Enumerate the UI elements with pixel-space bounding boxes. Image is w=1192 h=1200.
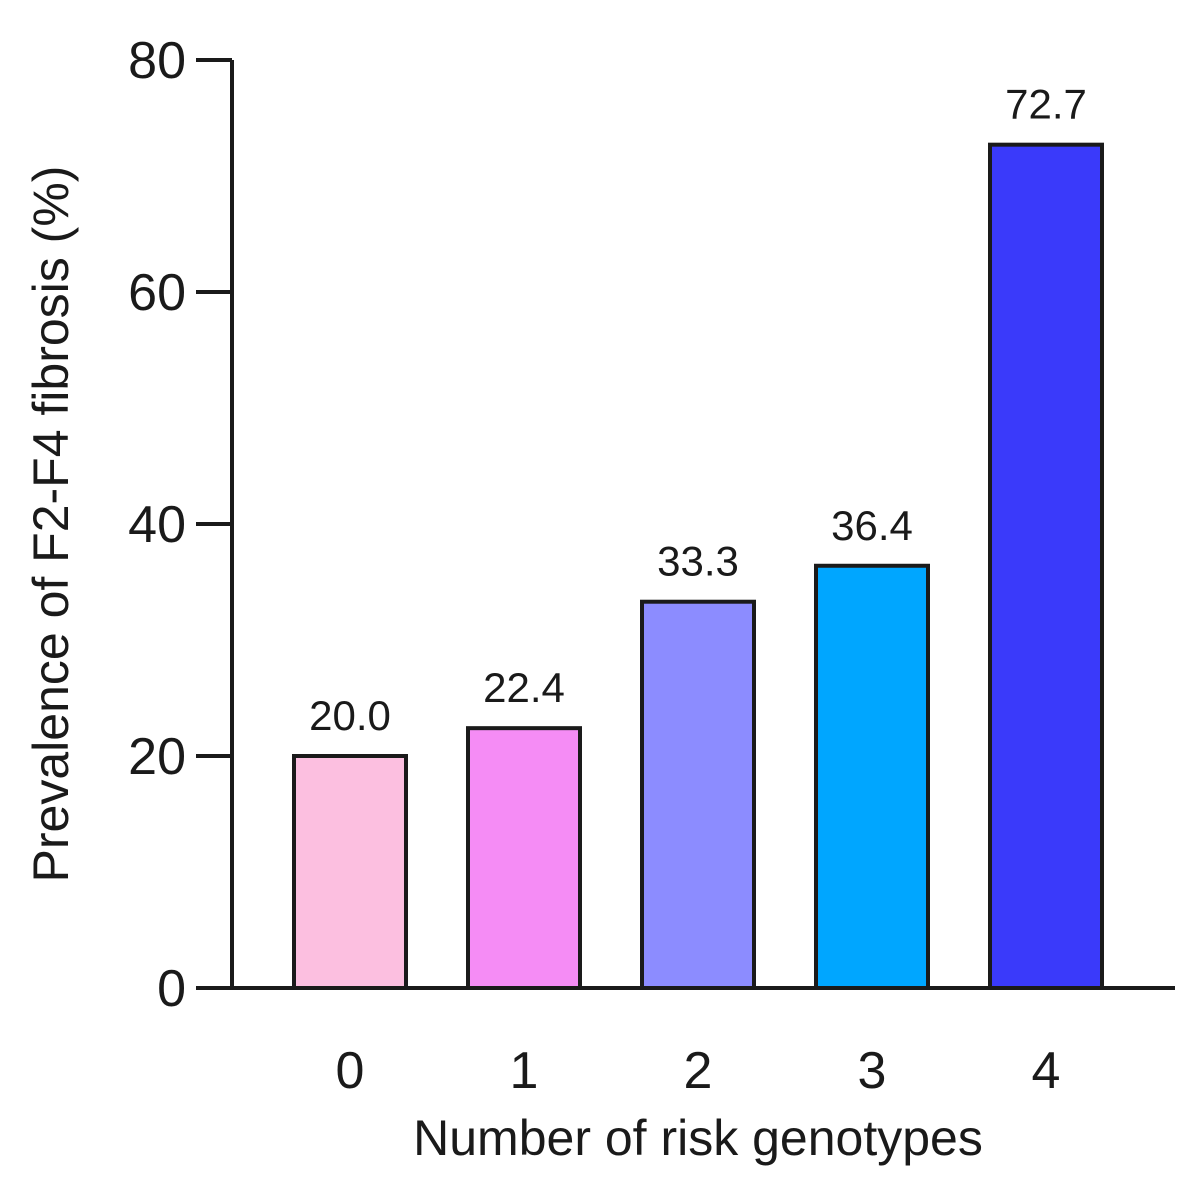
bar-2 [640,599,756,990]
bar-0 [292,754,408,990]
y-tick-label-60: 60 [128,264,186,322]
x-tick-label-0: 0 [336,1042,365,1100]
data-label-3: 36.4 [831,502,913,549]
data-label-1: 22.4 [483,664,565,711]
y-ticks-layer: 0 20 40 60 80 [128,32,232,1018]
y-axis-title: Prevalence of F2-F4 fibrosis (%) [23,166,79,883]
x-tick-label-4: 4 [1032,1042,1061,1100]
x-ticks-layer: 0 1 2 3 4 [336,1042,1061,1100]
data-label-2: 33.3 [657,538,739,585]
bars-layer [292,142,1104,990]
x-axis-title: Number of risk genotypes [413,1110,983,1166]
data-label-0: 20.0 [309,692,391,739]
y-tick-label-40: 40 [128,496,186,554]
x-tick-label-2: 2 [684,1042,713,1100]
y-tick-label-80: 80 [128,32,186,90]
y-tick-label-0: 0 [157,960,186,1018]
data-label-4: 72.7 [1005,81,1087,128]
bar-3 [814,563,930,990]
x-tick-label-1: 1 [510,1042,539,1100]
bar-4 [988,142,1104,990]
y-tick-label-20: 20 [128,728,186,786]
x-tick-label-3: 3 [858,1042,887,1100]
data-labels-layer: 20.0 22.4 33.3 36.4 72.7 [309,81,1087,739]
bar-1 [466,726,582,990]
